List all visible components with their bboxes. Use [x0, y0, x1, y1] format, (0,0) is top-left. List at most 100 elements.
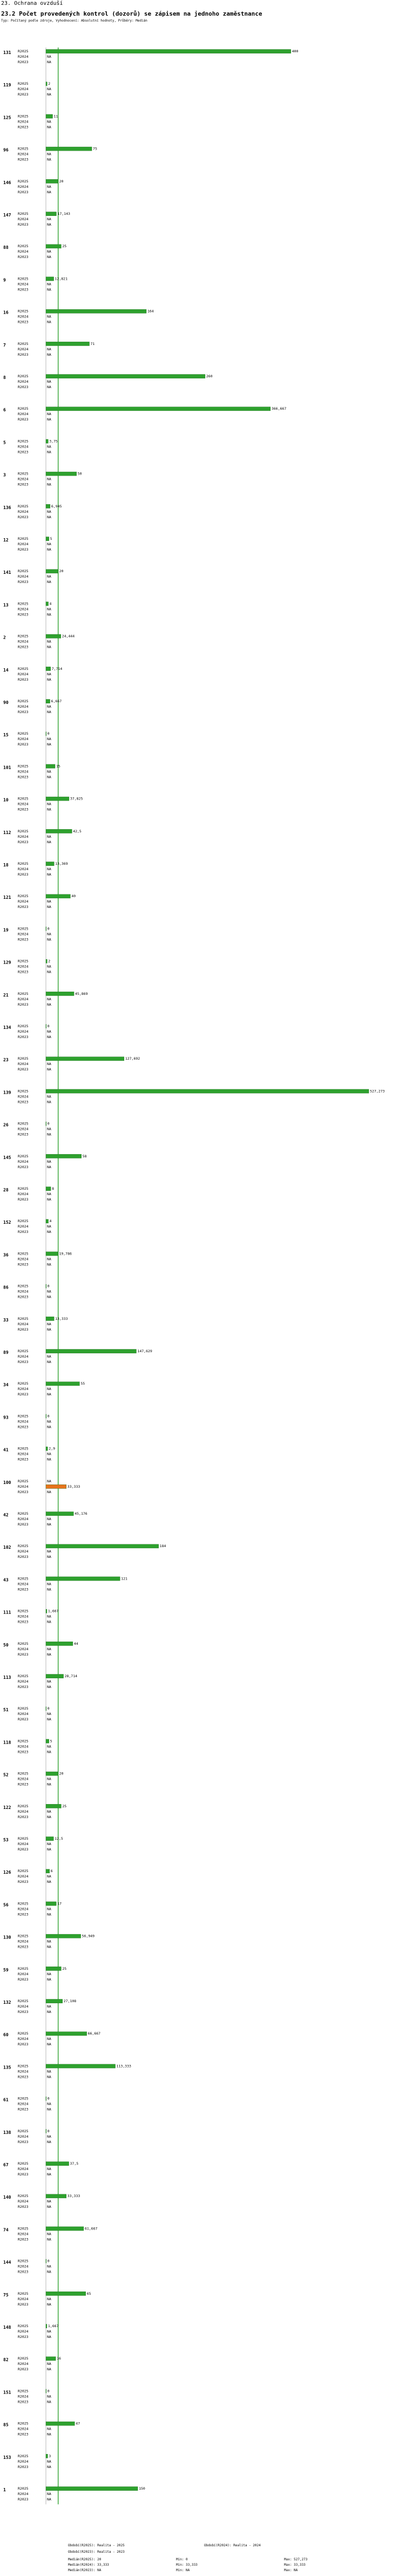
period-label: R2025: [18, 797, 29, 801]
period-label: R2025: [18, 764, 29, 768]
period-label: R2023: [18, 1230, 29, 1234]
period-label: R2025: [18, 1089, 29, 1093]
value-label: NA: [47, 92, 51, 97]
period-label: R2024: [18, 1452, 29, 1456]
period-label: R2024: [18, 1744, 29, 1748]
category-label: 132: [3, 2000, 11, 2005]
value-label: NA: [47, 190, 51, 194]
period-label: R2023: [18, 2432, 29, 2437]
period-label: R2025: [18, 2259, 29, 2263]
period-label: R2025: [18, 82, 29, 86]
value-label: NA: [47, 2102, 51, 2106]
value-label: NA: [47, 412, 51, 416]
value-label: 2: [48, 82, 50, 86]
value-label: 0: [48, 731, 50, 736]
category-label: 1: [3, 2487, 6, 2492]
value-label: 1,667: [48, 1609, 59, 1614]
bar: [45, 1317, 55, 1321]
period-label: R2023: [18, 970, 29, 974]
value-label: 0: [48, 1024, 50, 1028]
bar: [45, 2454, 48, 2458]
period-label: R2023: [18, 2465, 29, 2469]
value-label: NA: [47, 450, 51, 454]
value-label: 6,945: [51, 504, 62, 509]
period-label: R2025: [18, 1349, 29, 1353]
value-label: NA: [47, 580, 51, 584]
period-label: R2023: [18, 1815, 29, 1819]
period-label: R2025: [18, 1999, 29, 2003]
period-label: R2025: [18, 1772, 29, 1776]
period-label: R2025: [18, 1154, 29, 1158]
period-label: R2025: [18, 2356, 29, 2361]
period-label: R2024: [18, 379, 29, 384]
value-label: NA: [47, 55, 51, 59]
category-label: 33: [3, 1318, 9, 1323]
bar: [45, 1089, 369, 1094]
value-label: 13,333: [55, 1317, 68, 1321]
period-label: R2023: [18, 417, 29, 422]
bar: [45, 2226, 84, 2231]
value-label: NA: [47, 2492, 51, 2496]
value-label: NA: [47, 1419, 51, 1423]
period-label: R2024: [18, 1874, 29, 1879]
value-label: NA: [47, 769, 51, 774]
period-label: R2025: [18, 2292, 29, 2296]
value-label: NA: [47, 2329, 51, 2334]
period-label: R2025: [18, 926, 29, 931]
value-label: 25: [62, 1804, 66, 1808]
bar: [45, 2486, 138, 2491]
period-label: R2025: [18, 244, 29, 248]
category-label: 148: [3, 2325, 11, 2330]
period-label: R2024: [18, 997, 29, 1001]
chart-header: 23. Ochrana ovzduší 23.2 Počet provedený…: [1, 0, 401, 23]
value-label: NA: [47, 1479, 51, 1483]
period-label: R2024: [18, 1582, 29, 1586]
period-label: R2025: [18, 1447, 29, 1451]
period-label: R2025: [18, 2226, 29, 2231]
period-label: R2023: [18, 1067, 29, 1072]
value-label: NA: [47, 1685, 51, 1689]
value-label: 2,9: [49, 1447, 55, 1451]
value-label: NA: [47, 867, 51, 871]
period-label: R2024: [18, 315, 29, 319]
period-label: R2024: [18, 444, 29, 449]
value-label: 12,5: [55, 1836, 63, 1841]
value-label: NA: [47, 1842, 51, 1846]
value-label: 15: [56, 764, 60, 768]
period-label: R2024: [18, 2069, 29, 2073]
value-label: 45,176: [75, 1511, 87, 1516]
value-label: 13,369: [55, 862, 68, 866]
value-label: 33,333: [68, 2194, 80, 2198]
category-label: 147: [3, 213, 11, 218]
value-label: NA: [47, 1972, 51, 1976]
value-label: NA: [47, 249, 51, 254]
period-label: R2025: [18, 374, 29, 378]
period-label: R2023: [18, 385, 29, 389]
period-label: R2023: [18, 2497, 29, 2502]
bar: [45, 1576, 120, 1581]
period-label: R2024: [18, 2134, 29, 2139]
bar: [45, 1901, 57, 1906]
period-label: R2025: [18, 342, 29, 346]
bar: [45, 1771, 58, 1776]
value-label: NA: [47, 222, 51, 227]
period-label: R2023: [18, 1782, 29, 1787]
value-label: NA: [47, 2167, 51, 2171]
value-label: NA: [47, 1652, 51, 1657]
period-label: R2023: [18, 1458, 29, 1462]
bar: [45, 1642, 73, 1646]
period-label: R2025: [18, 439, 29, 443]
category-label: 60: [3, 2032, 9, 2037]
period-label: R2024: [18, 1940, 29, 1944]
period-label: R2024: [18, 899, 29, 904]
category-label: 75: [3, 2293, 9, 2297]
value-label: NA: [47, 932, 51, 936]
period-label: R2023: [18, 1035, 29, 1039]
period-label: R2024: [18, 1062, 29, 1066]
period-label: R2025: [18, 537, 29, 541]
value-label: NA: [47, 1002, 51, 1007]
value-label: NA: [47, 320, 51, 324]
period-label: R2023: [18, 1652, 29, 1657]
category-label: 152: [3, 1220, 11, 1225]
value-label: 8: [52, 1187, 54, 1191]
